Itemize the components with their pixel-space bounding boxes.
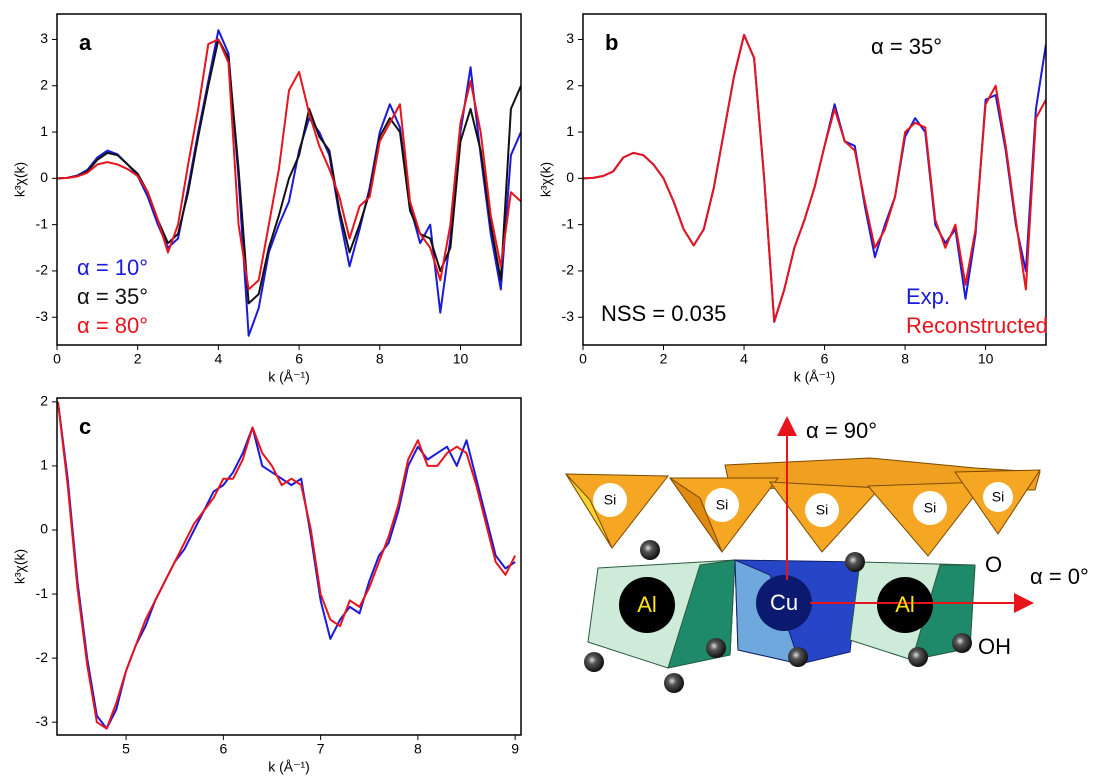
y-tick-label: 3 — [566, 30, 574, 46]
x-tick-label: 8 — [414, 741, 422, 757]
y-tick-label: 0 — [566, 169, 574, 185]
y-tick-label: -2 — [36, 262, 49, 278]
y-tick-label: 1 — [40, 123, 48, 139]
x-tick-label: 2 — [660, 351, 668, 367]
y-tick-label: 0 — [40, 169, 48, 185]
x-tick-label: 6 — [821, 351, 829, 367]
x-tick-label: 6 — [295, 351, 303, 367]
y-tick-label: -1 — [36, 585, 49, 601]
y-tick-label: -1 — [562, 215, 575, 231]
y-tick-label: 2 — [40, 393, 48, 409]
x-axis-label: k (Å⁻¹) — [268, 759, 310, 775]
oxygen-atoms — [584, 540, 972, 693]
x-tick-label: 7 — [317, 741, 325, 757]
annotation: NSS = 0.035 — [601, 301, 726, 326]
y-tick-label: 0 — [40, 521, 48, 537]
x-tick-label: 9 — [511, 741, 519, 757]
tetrahedron-face — [669, 477, 723, 553]
y-tick-label: 2 — [40, 76, 48, 92]
y-tick-label: -3 — [36, 713, 49, 729]
alpha-0-label: α = 0° — [1030, 564, 1089, 589]
tetrahedron-face — [565, 473, 613, 549]
legend-entry: Exp. — [906, 284, 950, 309]
x-tick-label: 8 — [376, 351, 384, 367]
x-tick-label: 6 — [219, 741, 227, 757]
al-label: Al — [895, 592, 915, 617]
legend-entry: α = 10° — [77, 255, 148, 280]
legend-entry: Reconstructed — [906, 313, 1048, 338]
si-label: Si — [716, 497, 728, 513]
si-atom — [913, 491, 947, 525]
structure-diagram: Si Si Si Si Si Al Cu Al O OH α = 90° α =… — [565, 416, 1089, 693]
x-tick-label: 2 — [134, 351, 142, 367]
y-tick-label: -2 — [36, 649, 49, 665]
panel-label: c — [79, 414, 91, 439]
o-label: O — [985, 552, 1002, 577]
y-tick-label: -3 — [562, 308, 575, 324]
al-atom — [619, 577, 675, 633]
si-label: Si — [604, 492, 616, 508]
y-axis-label: k³χ(k) — [538, 162, 554, 197]
series-line — [57, 29, 521, 337]
series-line — [583, 33, 1046, 323]
y-tick-label: 2 — [566, 76, 574, 92]
x-tick-label: 5 — [122, 741, 130, 757]
si-label: Si — [816, 502, 828, 518]
cu-label: Cu — [770, 590, 798, 615]
plot-frame — [56, 13, 522, 346]
y-tick-label: -2 — [562, 262, 575, 278]
oh-label: OH — [978, 634, 1011, 659]
si-atom — [593, 483, 627, 517]
al-label: Al — [637, 592, 657, 617]
cu-atom — [756, 575, 812, 631]
panel-label: b — [605, 30, 618, 55]
al-atom — [877, 577, 933, 633]
si-atom — [983, 482, 1013, 512]
x-tick-label: 0 — [53, 351, 61, 367]
y-tick-label: 3 — [40, 30, 48, 46]
panel-label: a — [79, 30, 92, 55]
series-line — [57, 38, 521, 291]
x-axis-label: k (Å⁻¹) — [268, 369, 310, 385]
x-axis-label: k (Å⁻¹) — [794, 369, 836, 385]
x-tick-label: 10 — [453, 351, 469, 367]
legend-entry: α = 80° — [77, 313, 148, 338]
y-axis-label: k³χ(k) — [12, 162, 28, 197]
x-tick-label: 4 — [740, 351, 748, 367]
series-line — [583, 33, 1046, 323]
plot-frame — [56, 397, 522, 736]
x-tick-label: 0 — [579, 351, 587, 367]
si-atom — [805, 493, 839, 527]
y-tick-label: -1 — [36, 215, 49, 231]
x-tick-label: 4 — [214, 351, 222, 367]
x-tick-label: 8 — [901, 351, 909, 367]
y-tick-label: -3 — [36, 308, 49, 324]
legend-entry: α = 35° — [77, 284, 148, 309]
si-label: Si — [924, 500, 936, 516]
y-tick-label: 1 — [40, 457, 48, 473]
alpha-90-label: α = 90° — [806, 418, 877, 443]
si-atom — [705, 488, 739, 522]
plot-frame — [582, 13, 1047, 346]
annotation: α = 35° — [871, 34, 942, 59]
si-label: Si — [992, 489, 1004, 505]
y-axis-label: k³χ(k) — [12, 549, 28, 584]
x-tick-label: 10 — [978, 351, 994, 367]
y-tick-label: 1 — [566, 123, 574, 139]
series-line — [57, 401, 516, 730]
series-line — [57, 401, 517, 730]
